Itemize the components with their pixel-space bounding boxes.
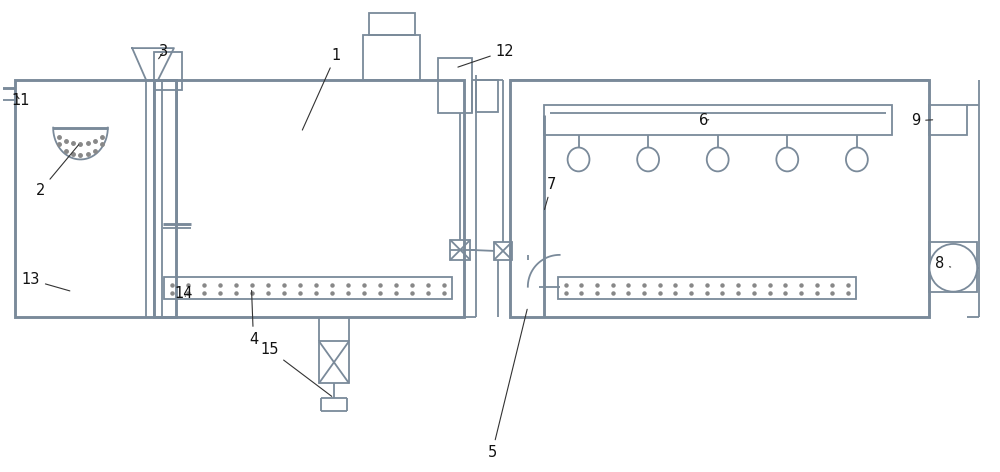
Bar xyxy=(15,80,176,317)
Bar xyxy=(494,242,512,260)
Ellipse shape xyxy=(568,148,589,171)
Bar xyxy=(363,35,420,80)
Ellipse shape xyxy=(776,148,798,171)
Bar xyxy=(164,277,452,299)
Text: 7: 7 xyxy=(545,177,556,210)
Text: 15: 15 xyxy=(260,342,332,396)
Text: 12: 12 xyxy=(458,43,514,67)
Text: 3: 3 xyxy=(159,43,169,59)
Ellipse shape xyxy=(707,148,729,171)
Bar xyxy=(476,80,498,112)
Bar xyxy=(544,105,892,135)
Text: 9: 9 xyxy=(911,113,933,128)
Text: 8: 8 xyxy=(935,256,951,271)
Bar xyxy=(929,105,967,135)
Bar xyxy=(154,80,464,317)
Bar xyxy=(319,341,349,383)
Text: 5: 5 xyxy=(487,309,527,460)
Text: 11: 11 xyxy=(12,93,30,108)
Ellipse shape xyxy=(846,148,868,171)
Bar xyxy=(369,13,415,35)
Bar xyxy=(510,80,929,317)
Text: 6: 6 xyxy=(699,113,709,128)
Bar xyxy=(154,52,182,90)
Text: 13: 13 xyxy=(22,272,70,291)
Text: 14: 14 xyxy=(175,286,193,301)
Text: 1: 1 xyxy=(302,48,341,130)
Bar xyxy=(450,240,470,260)
Bar xyxy=(558,277,856,299)
Ellipse shape xyxy=(637,148,659,171)
Circle shape xyxy=(929,244,977,292)
Text: 2: 2 xyxy=(36,145,79,198)
Text: 4: 4 xyxy=(249,290,258,347)
Bar xyxy=(438,58,472,113)
Bar xyxy=(929,242,977,292)
